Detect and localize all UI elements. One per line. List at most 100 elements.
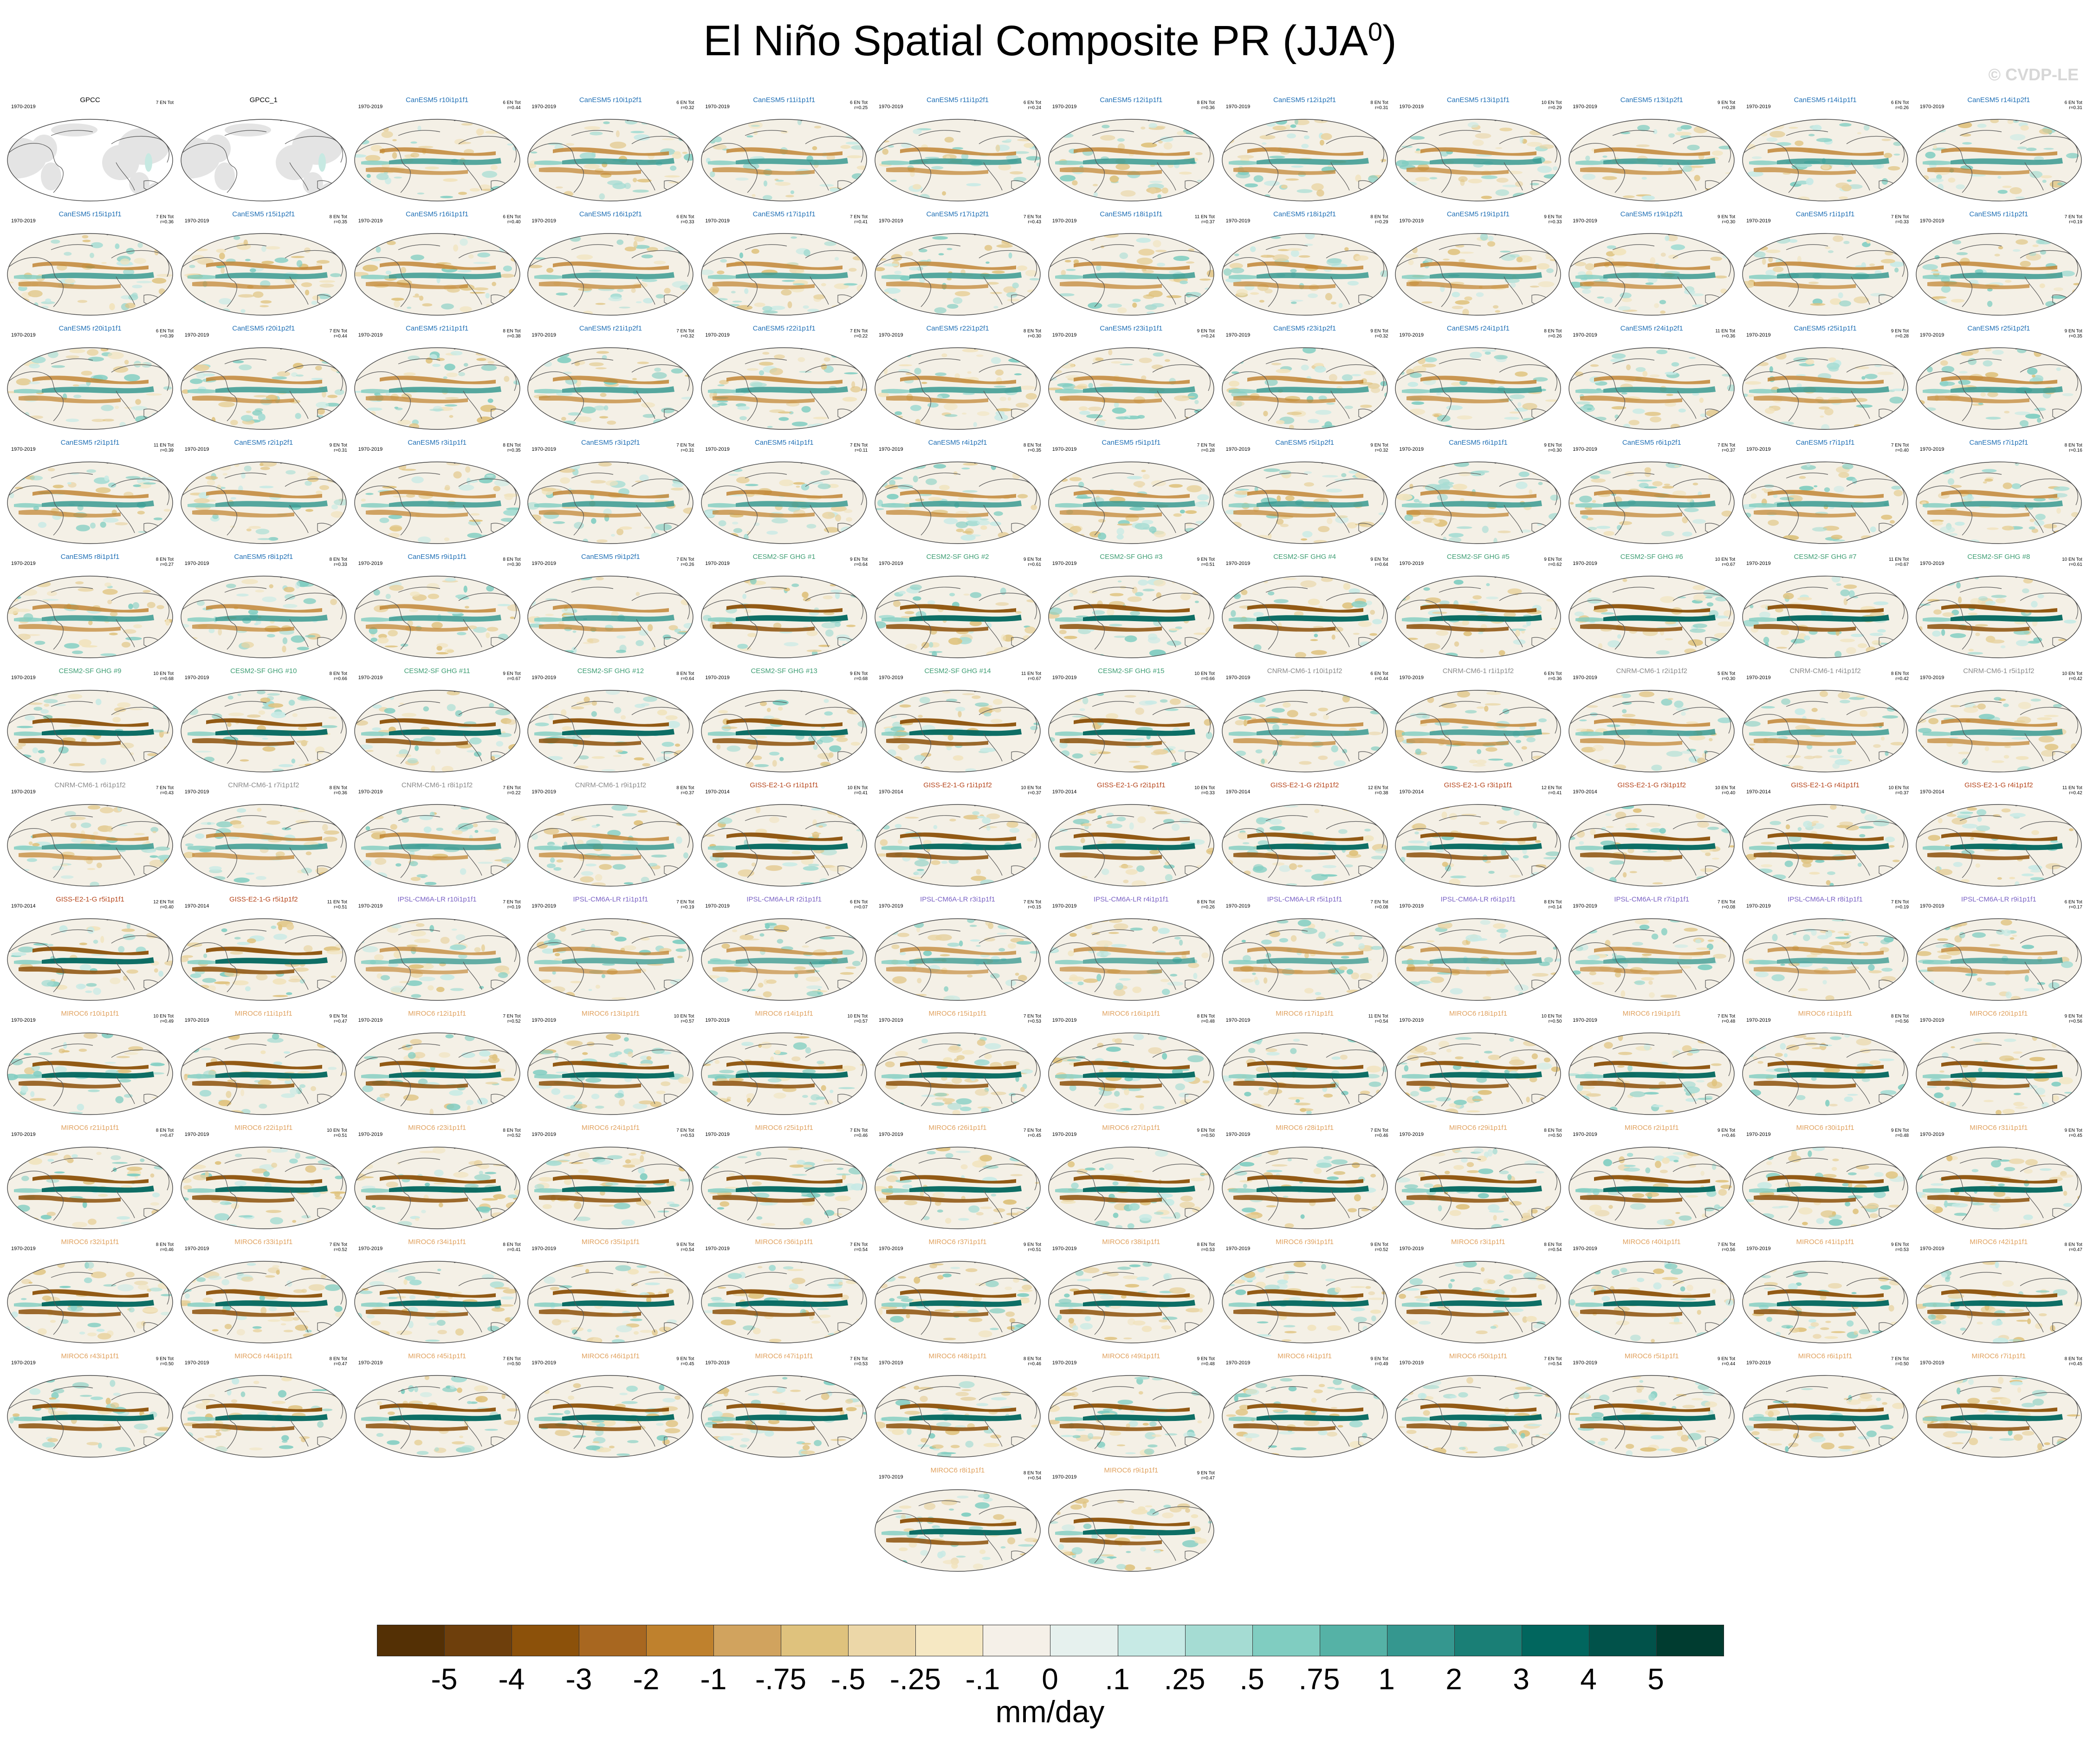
- precip-anomaly: [1898, 292, 1908, 298]
- precip-anomaly: [846, 624, 856, 627]
- precip-anomaly: [1469, 759, 1478, 764]
- precip-anomaly: [506, 719, 516, 725]
- precip-anomaly: [1134, 592, 1143, 597]
- precip-anomaly: [829, 423, 837, 429]
- precip-anomaly: [1230, 610, 1236, 617]
- precip-anomaly: [601, 769, 616, 772]
- precip-anomaly: [952, 147, 964, 150]
- panel-title: CNRM-CM6-1 r1i1p1f2: [1442, 668, 1514, 675]
- precip-anomaly: [630, 130, 645, 134]
- precip-anomaly: [1997, 175, 2002, 179]
- map-panel: 1970-2019 CESM2-SF GHG #9 10 EN Tot r=0.68: [5, 664, 175, 778]
- precip-anomaly: [1692, 482, 1698, 486]
- precip-anomaly: [529, 348, 543, 354]
- panel-years: 1970-2019: [1573, 332, 1597, 338]
- precip-anomaly: [1316, 189, 1324, 197]
- panel-title: CanESM5 r22i1p2f1: [926, 325, 989, 332]
- precip-anomaly: [2029, 171, 2042, 178]
- precip-anomaly: [1922, 160, 1951, 165]
- precip-anomaly: [268, 703, 284, 708]
- map-panel: 1970-2019 CanESM5 r1i1p2f1 7 EN Tot r=0.19: [1913, 207, 2084, 321]
- panel-stats: 8 EN Tot r=0.64: [676, 671, 694, 681]
- precip-anomaly: [1140, 126, 1146, 130]
- coastline: [1677, 276, 1697, 305]
- precip-anomaly: [1825, 246, 1831, 249]
- precip-anomaly: [893, 600, 901, 607]
- precip-anomaly: [1223, 268, 1231, 276]
- map-panel: 1970-2019 CanESM5 r24i1p2f1 11 EN Tot r=0.3…: [1566, 321, 1737, 435]
- precip-anomaly: [1234, 253, 1239, 257]
- precip-anomaly: [163, 386, 172, 390]
- precip-anomaly: [1231, 760, 1241, 763]
- precip-anomaly: [860, 703, 867, 706]
- precip-anomaly: [2030, 601, 2038, 608]
- precip-anomaly: [1267, 591, 1274, 596]
- precip-anomaly: [928, 651, 943, 653]
- precip-anomaly: [1061, 270, 1066, 276]
- precip-anomaly: [594, 405, 606, 411]
- precip-anomaly: [821, 363, 827, 370]
- precip-anomaly: [708, 731, 736, 736]
- precip-anomaly: [562, 158, 675, 165]
- precip-anomaly: [428, 593, 439, 599]
- map-panel-plot: [1916, 576, 2082, 658]
- land-mass: [204, 135, 231, 162]
- precip-anomaly: [1430, 272, 1543, 279]
- precip-anomaly: [1637, 125, 1650, 131]
- panel-years: 1970-2019: [1746, 104, 1771, 110]
- precip-anomaly: [255, 528, 270, 535]
- precip-anomaly: [736, 272, 849, 279]
- precip-anomaly: [133, 484, 141, 487]
- precip-anomaly: [1837, 748, 1842, 754]
- precip-anomaly: [837, 235, 849, 242]
- precip-anomaly: [125, 303, 136, 309]
- precip-anomaly: [150, 583, 159, 589]
- precip-anomaly: [720, 694, 728, 697]
- precip-anomaly: [486, 475, 494, 477]
- land-mass: [51, 123, 97, 136]
- precip-anomaly: [709, 392, 714, 399]
- precip-anomaly: [886, 167, 988, 175]
- precip-anomaly: [2039, 283, 2045, 288]
- precip-anomaly: [562, 506, 578, 509]
- precip-anomaly: [752, 755, 762, 760]
- panel-title: CanESM5 r3i1p1f1: [408, 439, 467, 447]
- precip-anomaly: [2009, 187, 2022, 195]
- precip-anomaly: [322, 763, 330, 768]
- precip-anomaly: [1517, 402, 1522, 407]
- precip-anomaly: [1840, 700, 1851, 704]
- precip-anomaly: [2072, 247, 2081, 252]
- panel-stats: 9 EN Tot r=0.33: [1544, 214, 1562, 225]
- precip-anomaly: [1239, 419, 1245, 422]
- precip-anomaly: [501, 468, 512, 472]
- precip-anomaly: [560, 477, 570, 484]
- precip-anomaly: [1001, 634, 1006, 642]
- precip-anomaly: [1326, 518, 1333, 525]
- precip-anomaly: [1715, 305, 1724, 311]
- precip-anomaly: [1424, 357, 1438, 363]
- panel-years: 1970-2019: [1052, 675, 1077, 681]
- precip-anomaly: [750, 577, 757, 585]
- precip-anomaly: [58, 746, 69, 754]
- precip-anomaly: [1569, 654, 1579, 657]
- precip-anomaly: [578, 288, 593, 291]
- precip-anomaly: [1684, 289, 1696, 295]
- map-panel: 1970-2019 CanESM5 r8i1p2f1 8 EN Tot r=0.33: [178, 550, 349, 663]
- precip-anomaly: [941, 353, 947, 357]
- precip-anomaly: [751, 248, 760, 254]
- precip-anomaly: [1261, 142, 1267, 145]
- precip-anomaly: [467, 532, 482, 538]
- precip-anomaly: [1073, 385, 1087, 389]
- map-panel-plot: [701, 347, 867, 430]
- precip-anomaly: [291, 759, 295, 764]
- precip-anomaly: [1233, 167, 1335, 175]
- precip-anomaly: [366, 541, 371, 544]
- precip-anomaly: [291, 372, 298, 377]
- map-border: [701, 233, 867, 316]
- precip-anomaly: [1426, 349, 1431, 353]
- panel-years: 1970-2019: [1746, 332, 1771, 338]
- precip-anomaly: [1869, 263, 1875, 266]
- precip-anomaly: [960, 534, 976, 541]
- precip-anomaly: [1775, 236, 1790, 244]
- panel-title: CanESM5 r18i1p1f1: [1100, 211, 1163, 218]
